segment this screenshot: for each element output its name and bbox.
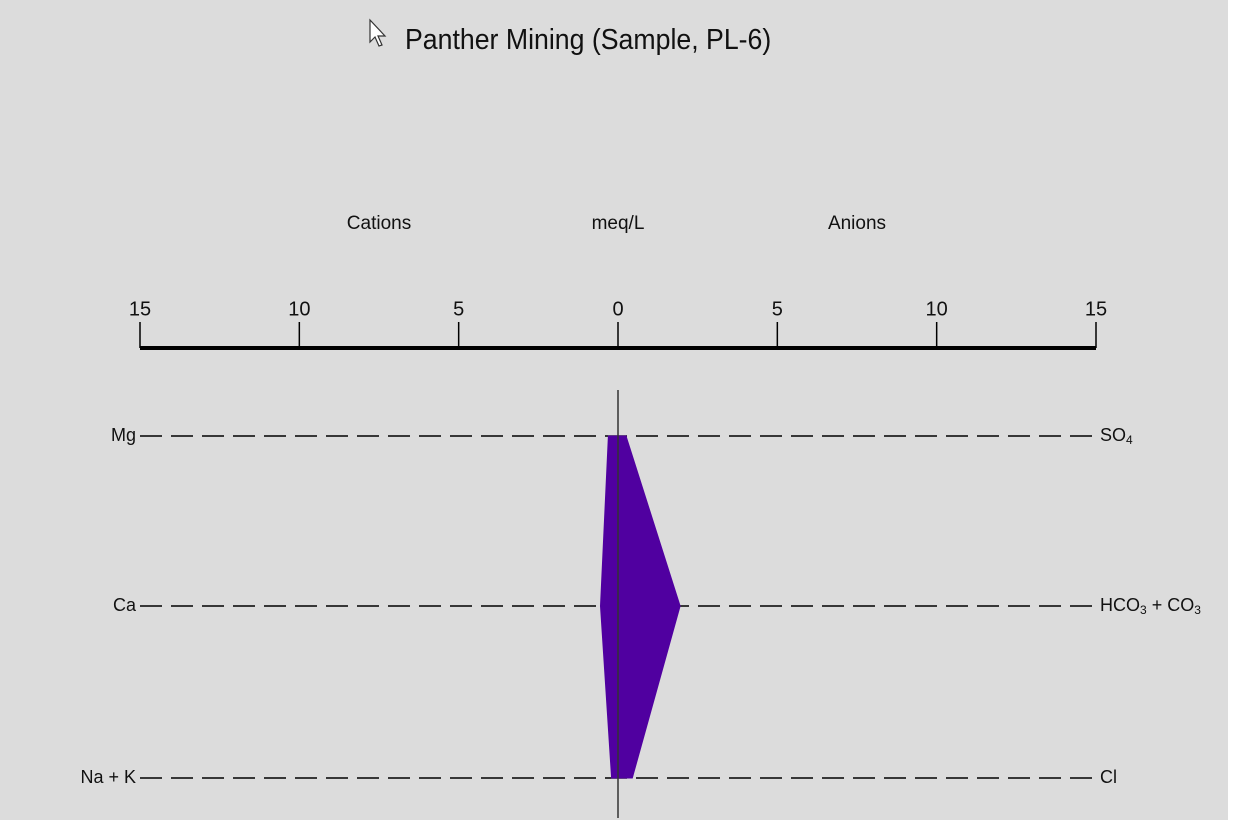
anions-label: Anions: [828, 213, 886, 234]
tick-label: 15: [129, 298, 151, 320]
anion-label: Cl: [1100, 767, 1117, 787]
tick-label: 5: [453, 298, 464, 320]
chart-title: Panther Mining (Sample, PL-6): [405, 24, 772, 56]
tick-label: 10: [288, 298, 310, 320]
cations-label: Cations: [347, 213, 411, 234]
cation-label: Na + K: [80, 767, 136, 787]
units-label: meq/L: [592, 213, 645, 234]
tick-label: 5: [772, 298, 783, 320]
stiff-polygon: [599, 435, 681, 779]
anion-label: HCO3 + CO3: [1100, 595, 1201, 617]
tick-label: 15: [1085, 298, 1107, 320]
tick-label: 0: [612, 298, 623, 320]
cation-label: Mg: [111, 425, 136, 445]
mouse-pointer-icon: [369, 18, 387, 47]
anion-label: SO4: [1100, 425, 1133, 447]
cation-label: Ca: [113, 595, 137, 615]
tick-label: 10: [926, 298, 948, 320]
